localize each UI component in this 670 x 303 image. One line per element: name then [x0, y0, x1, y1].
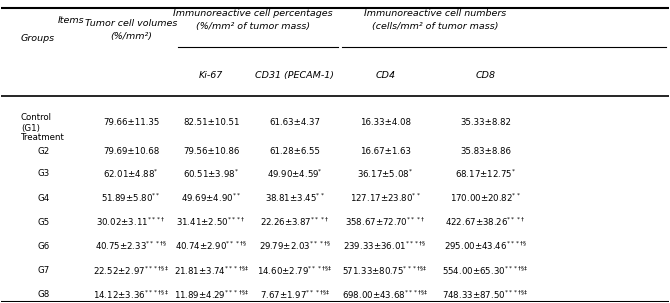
Text: 30.02±3.11$^{***†}$: 30.02±3.11$^{***†}$ — [96, 216, 166, 228]
Text: 40.75±2.33$^{***†§}$: 40.75±2.33$^{***†§}$ — [95, 240, 167, 252]
Text: CD4: CD4 — [375, 71, 395, 80]
Text: 422.67±38.26$^{***†}$: 422.67±38.26$^{***†}$ — [446, 216, 525, 228]
Text: (%/mm²): (%/mm²) — [110, 32, 152, 41]
Text: 748.33±87.50$^{***†§‡}$: 748.33±87.50$^{***†§‡}$ — [442, 288, 529, 301]
Text: G8: G8 — [38, 290, 50, 299]
Text: G2: G2 — [38, 147, 50, 156]
Text: G4: G4 — [38, 194, 50, 202]
Text: 38.81±3.45$^{**}$: 38.81±3.45$^{**}$ — [265, 192, 325, 204]
Text: G7: G7 — [38, 266, 50, 275]
Text: 295.00±43.46$^{***†§}$: 295.00±43.46$^{***†§}$ — [444, 240, 527, 252]
Text: Immunoreactive cell numbers: Immunoreactive cell numbers — [364, 9, 507, 18]
Text: 49.90±4.59$^{*}$: 49.90±4.59$^{*}$ — [267, 168, 323, 180]
Text: 16.67±1.63: 16.67±1.63 — [360, 147, 411, 156]
Text: 79.66±11.35: 79.66±11.35 — [103, 118, 159, 127]
Text: 35.83±8.86: 35.83±8.86 — [460, 147, 511, 156]
Text: 29.79±2.03$^{***†§}$: 29.79±2.03$^{***†§}$ — [259, 240, 331, 252]
Text: 7.67±1.97$^{***†§‡}$: 7.67±1.97$^{***†§‡}$ — [260, 288, 330, 301]
Text: 21.81±3.74$^{***†§‡}$: 21.81±3.74$^{***†§‡}$ — [174, 264, 249, 277]
Text: G3: G3 — [38, 169, 50, 178]
Text: 36.17±5.08$^{*}$: 36.17±5.08$^{*}$ — [357, 168, 413, 180]
Text: 51.89±5.80$^{**}$: 51.89±5.80$^{**}$ — [101, 192, 161, 204]
Text: 79.69±10.68: 79.69±10.68 — [103, 147, 159, 156]
Text: Control
(G1): Control (G1) — [21, 113, 52, 133]
Text: 22.26±3.87$^{***†}$: 22.26±3.87$^{***†}$ — [261, 216, 330, 228]
Text: 49.69±4.90$^{**}$: 49.69±4.90$^{**}$ — [181, 192, 241, 204]
Text: 79.56±10.86: 79.56±10.86 — [183, 147, 239, 156]
Text: 571.33±80.75$^{***†§‡}$: 571.33±80.75$^{***†§‡}$ — [342, 264, 428, 277]
Text: 68.17±12.75$^{*}$: 68.17±12.75$^{*}$ — [455, 168, 516, 180]
Text: 62.01±4.88$^{*}$: 62.01±4.88$^{*}$ — [103, 168, 159, 180]
Text: 11.89±4.29$^{***†§‡}$: 11.89±4.29$^{***†§‡}$ — [174, 288, 249, 301]
Text: 698.00±43.68$^{***†§‡}$: 698.00±43.68$^{***†§‡}$ — [342, 288, 429, 301]
Text: (%/mm² of tumor mass): (%/mm² of tumor mass) — [196, 22, 310, 31]
Text: 16.33±4.08: 16.33±4.08 — [360, 118, 411, 127]
Text: Immunoreactive cell percentages: Immunoreactive cell percentages — [174, 9, 333, 18]
Text: 554.00±65.30$^{***†§‡}$: 554.00±65.30$^{***†§‡}$ — [442, 264, 529, 277]
Text: 31.41±2.50$^{***†}$: 31.41±2.50$^{***†}$ — [176, 216, 247, 228]
Text: 14.12±3.36$^{***†§‡}$: 14.12±3.36$^{***†§‡}$ — [93, 288, 169, 301]
Text: G5: G5 — [38, 218, 50, 227]
Text: Groups: Groups — [21, 34, 55, 43]
Text: 22.52±2.97$^{***†§‡}$: 22.52±2.97$^{***†§‡}$ — [93, 264, 169, 277]
Text: Treatment: Treatment — [21, 133, 64, 142]
Text: CD31 (PECAM-1): CD31 (PECAM-1) — [255, 71, 334, 80]
Text: 127.17±23.80$^{**}$: 127.17±23.80$^{**}$ — [350, 192, 421, 204]
Text: (cells/mm² of tumor mass): (cells/mm² of tumor mass) — [372, 22, 498, 31]
Text: Ki-67: Ki-67 — [199, 71, 223, 80]
Text: 61.63±4.37: 61.63±4.37 — [269, 118, 320, 127]
Text: 82.51±10.51: 82.51±10.51 — [183, 118, 240, 127]
Text: 60.51±3.98$^{*}$: 60.51±3.98$^{*}$ — [184, 168, 239, 180]
Text: 35.33±8.82: 35.33±8.82 — [460, 118, 511, 127]
Text: Items: Items — [58, 16, 84, 25]
Text: 14.60±2.79$^{***†§‡}$: 14.60±2.79$^{***†§‡}$ — [257, 264, 332, 277]
Text: 170.00±20.82$^{**}$: 170.00±20.82$^{**}$ — [450, 192, 521, 204]
Text: 239.33±36.01$^{***†§}$: 239.33±36.01$^{***†§}$ — [343, 240, 427, 252]
Text: 358.67±72.70$^{***†}$: 358.67±72.70$^{***†}$ — [345, 216, 425, 228]
Text: G6: G6 — [38, 242, 50, 251]
Text: CD8: CD8 — [476, 71, 495, 80]
Text: 61.28±6.55: 61.28±6.55 — [269, 147, 320, 156]
Text: Tumor cell volumes: Tumor cell volumes — [85, 19, 178, 28]
Text: 40.74±2.90$^{***†§}$: 40.74±2.90$^{***†§}$ — [176, 240, 247, 252]
